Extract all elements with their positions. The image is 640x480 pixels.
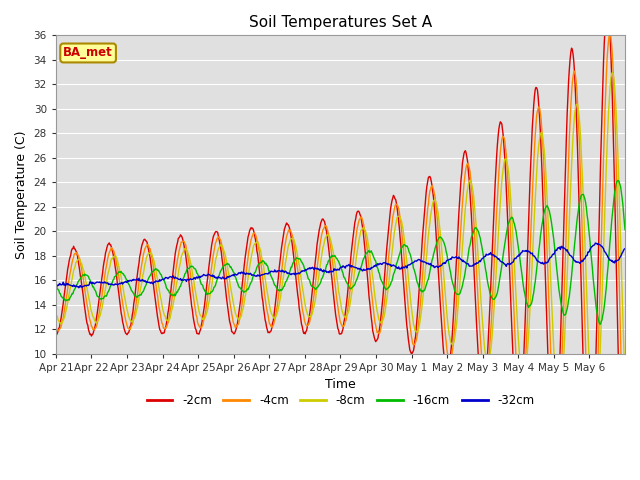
Y-axis label: Soil Temperature (C): Soil Temperature (C) xyxy=(15,130,28,259)
Title: Soil Temperatures Set A: Soil Temperatures Set A xyxy=(249,15,432,30)
Legend: -2cm, -4cm, -8cm, -16cm, -32cm: -2cm, -4cm, -8cm, -16cm, -32cm xyxy=(142,389,539,411)
X-axis label: Time: Time xyxy=(325,378,356,391)
Text: BA_met: BA_met xyxy=(63,47,113,60)
